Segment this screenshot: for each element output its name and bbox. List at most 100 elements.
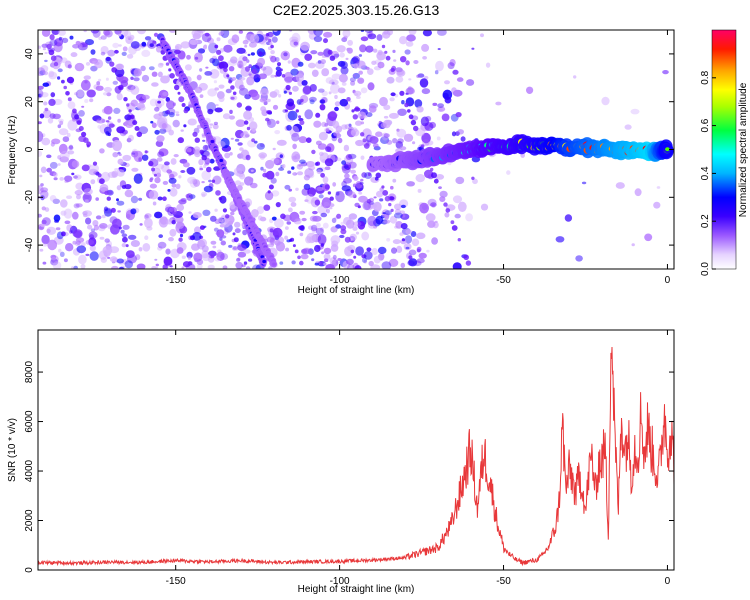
spectrogram-speckle (117, 210, 121, 213)
spectrogram-streak-dot (109, 61, 115, 67)
spectrogram-speckle (130, 208, 137, 215)
spectrogram-speckle (311, 69, 319, 78)
spectrogram-speckle (59, 251, 65, 257)
spectrogram-speckle (630, 108, 640, 115)
spectrogram-speckle (40, 166, 47, 174)
spectrogram-speckle (80, 264, 86, 269)
spectrogram-speckle (304, 109, 314, 120)
spectrogram-speckle (480, 33, 484, 38)
spectrogram-speckle (110, 224, 120, 235)
spectrogram-speckle (47, 239, 58, 251)
spectrogram-speckle (160, 75, 170, 84)
spectrogram-speckle (227, 76, 233, 80)
spectrogram-speckle (275, 66, 281, 71)
spectrogram-speckle (57, 76, 61, 80)
spectrogram-speckle (228, 66, 235, 72)
spectrogram-speckle (186, 54, 191, 60)
spectrogram-speckle (251, 92, 260, 101)
spectrogram-speckle (315, 222, 321, 228)
spectrogram-speckle (53, 172, 58, 178)
spectrogram-xtick-label: -50 (496, 275, 511, 286)
spectrogram-speckle (126, 84, 135, 92)
spectrogram-speckle (228, 220, 234, 226)
spectrogram-speckle (345, 154, 353, 160)
spectrogram-speckle (289, 125, 300, 138)
spectrogram-speckle (358, 70, 364, 75)
spectrogram-speckle (287, 60, 291, 64)
spectrogram-streak-dot (344, 236, 351, 243)
spectrogram-speckle (242, 56, 248, 62)
spectrogram-speckle (201, 32, 212, 43)
spectrogram-speckle (218, 61, 229, 70)
spectrogram-streak-dot (118, 226, 122, 230)
spectrogram-speckle (120, 229, 125, 234)
spectrogram-xtick-label: -100 (330, 275, 350, 286)
spectrogram-speckle (186, 147, 192, 153)
spectrogram-speckle (95, 85, 104, 91)
spectrogram-streak-dot (215, 190, 221, 196)
spectrogram-streak-dot (375, 172, 382, 179)
spectrogram-speckle (162, 91, 169, 97)
spectrogram-speckle (40, 190, 49, 199)
spectrogram-speckle (388, 112, 399, 119)
spectrogram-speckle (38, 93, 42, 98)
spectrogram-streak-dot (178, 237, 183, 242)
spectrogram-speckle (355, 231, 360, 235)
spectrogram-speckle (335, 157, 342, 162)
spectrogram-speckle (236, 47, 246, 54)
spectrogram-speckle (82, 192, 92, 203)
spectrogram-speckle (314, 262, 319, 266)
spectrogram-speckle (480, 203, 489, 211)
spectrogram-streak-dot (128, 109, 132, 113)
spectrogram-streak-dot (433, 178, 439, 184)
spectrogram-speckle (367, 33, 377, 40)
spectrogram-speckle (321, 251, 325, 255)
spectrogram-speckle (457, 201, 467, 212)
spectrogram-speckle (46, 154, 52, 159)
spectrogram-speckle (139, 223, 143, 226)
spectrogram-speckle (52, 261, 62, 269)
spectrogram-speckle (263, 204, 271, 211)
spectrogram-streak-dot (281, 74, 286, 78)
spectrogram-speckle (363, 251, 373, 260)
spectrogram-speckle (291, 151, 301, 163)
spectrogram-speckle (349, 77, 356, 82)
spectrogram-speckle (202, 209, 211, 216)
spectrogram-speckle (287, 110, 298, 121)
spectrogram-speckle (352, 72, 360, 79)
spectrogram-speckle (273, 157, 282, 166)
spectrogram-speckle (70, 52, 78, 58)
spectrogram-speckle (323, 247, 332, 255)
spectrogram-speckle (142, 94, 150, 100)
spectrogram-speckle (103, 30, 110, 36)
spectrogram-streak-dot (336, 213, 342, 219)
spectrogram-streak-dot (327, 191, 332, 195)
colorbar-tick-label: 0.2 (700, 214, 711, 228)
spectrogram-streak-dot (223, 67, 228, 73)
spectrogram-speckle (631, 243, 635, 247)
spectrogram-speckle (315, 140, 322, 146)
spectrogram-streak-dot (63, 85, 67, 90)
spectrogram-speckle (366, 199, 372, 204)
spectrogram-speckle (320, 99, 326, 104)
spectrogram-speckle (432, 102, 438, 106)
spectrogram-speckle (397, 138, 404, 144)
spectrogram-speckle (347, 264, 355, 269)
spectrogram-speckle (94, 59, 104, 69)
spectrogram-speckle (389, 215, 398, 224)
spectrogram-speckle (393, 212, 403, 219)
spectrogram-speckle (196, 259, 204, 265)
spectrogram-speckle (348, 213, 358, 220)
spectrogram-streak-dot (381, 44, 386, 49)
spectrogram-speckle (313, 120, 322, 128)
spectrogram-streak-dot (295, 109, 299, 113)
spectrogram-speckle (353, 63, 359, 69)
spectrogram-speckle (196, 74, 202, 81)
spectrogram-speckle (193, 52, 203, 63)
spectrogram-speckle (73, 175, 78, 179)
spectrogram-speckle (104, 208, 112, 217)
spectrogram-streak-dot (324, 184, 330, 190)
spectrogram-speckle (244, 94, 251, 100)
spectrogram-speckle (46, 167, 52, 173)
spectrogram-speckle (265, 117, 270, 122)
